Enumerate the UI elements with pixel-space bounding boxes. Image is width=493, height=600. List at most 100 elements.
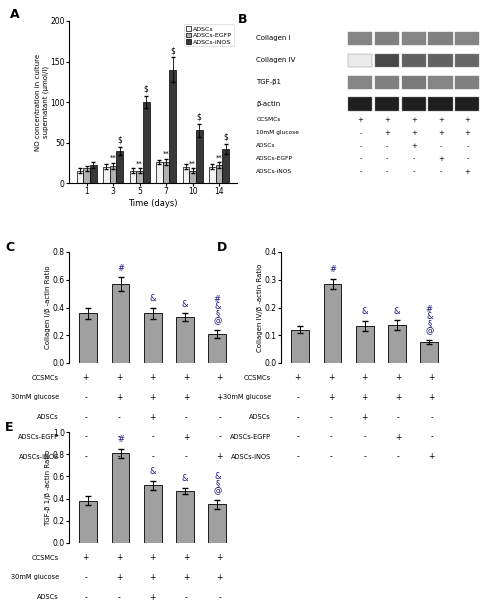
Text: **: **	[216, 154, 222, 160]
Text: &: &	[214, 472, 220, 481]
Text: +: +	[464, 117, 470, 123]
Text: -: -	[118, 452, 121, 461]
Text: +: +	[384, 117, 390, 123]
Text: +: +	[328, 393, 334, 402]
Y-axis label: Collagen I/β -actin Ratio: Collagen I/β -actin Ratio	[45, 266, 51, 349]
Text: #: #	[117, 263, 124, 272]
Text: #: #	[117, 435, 124, 444]
Text: &: &	[426, 312, 432, 321]
Text: +: +	[217, 393, 223, 402]
Bar	[388, 325, 406, 363]
Bar	[130, 171, 136, 183]
Text: +: +	[429, 393, 435, 402]
Text: +: +	[395, 433, 401, 442]
Text: -: -	[296, 413, 299, 422]
Text: +: +	[183, 373, 189, 382]
Text: &: &	[394, 307, 400, 316]
Bar	[116, 151, 123, 183]
Text: Collagen I: Collagen I	[256, 35, 291, 41]
Text: +: +	[217, 373, 223, 382]
Text: -: -	[330, 452, 333, 461]
Text: +: +	[150, 593, 156, 600]
Bar	[170, 70, 176, 183]
Legend: ADSCs, ADSCs-EGFP, ADSCs-iNOS: ADSCs, ADSCs-EGFP, ADSCs-iNOS	[184, 24, 234, 46]
Text: +: +	[429, 373, 435, 382]
Text: -: -	[296, 433, 299, 442]
Bar	[324, 284, 342, 363]
Text: #: #	[214, 295, 221, 304]
Text: C: C	[5, 241, 14, 254]
Bar	[76, 171, 83, 183]
Bar	[176, 317, 194, 363]
Text: -: -	[84, 573, 87, 582]
Bar	[428, 76, 453, 89]
Text: -: -	[330, 433, 333, 442]
Text: CCSMCs: CCSMCs	[256, 118, 281, 122]
Text: +: +	[362, 413, 368, 422]
Text: +: +	[116, 373, 122, 382]
Text: -: -	[466, 156, 469, 162]
Bar	[182, 167, 189, 183]
Text: -: -	[185, 593, 188, 600]
Bar	[455, 97, 479, 110]
Text: -: -	[363, 452, 366, 461]
Text: &: &	[149, 294, 156, 303]
Bar	[348, 76, 372, 89]
Text: ADSCs-iNOS: ADSCs-iNOS	[256, 169, 292, 174]
Text: $: $	[197, 112, 202, 121]
Bar	[209, 504, 226, 543]
Text: -: -	[359, 169, 362, 175]
Bar	[348, 97, 372, 110]
Text: -: -	[386, 169, 388, 175]
Text: +: +	[116, 573, 122, 582]
Bar	[348, 54, 372, 67]
Bar	[455, 54, 479, 67]
Text: 30mM glucose: 30mM glucose	[11, 395, 59, 401]
Text: $: $	[223, 133, 228, 142]
Text: A: A	[10, 8, 20, 21]
Text: -: -	[218, 593, 221, 600]
Text: -: -	[466, 143, 469, 149]
Text: -: -	[84, 452, 87, 461]
Text: &: &	[182, 474, 188, 483]
Bar	[356, 326, 374, 363]
Text: -: -	[84, 413, 87, 422]
Text: #: #	[426, 305, 433, 314]
Bar	[428, 32, 453, 45]
Bar	[143, 102, 149, 183]
Text: -: -	[118, 413, 121, 422]
Text: +: +	[362, 393, 368, 402]
Y-axis label: Collagen IV/β -actin Ratio: Collagen IV/β -actin Ratio	[257, 263, 263, 352]
Text: -: -	[413, 156, 415, 162]
Bar	[209, 167, 216, 183]
Text: $: $	[144, 84, 149, 93]
Text: +: +	[83, 373, 89, 382]
Text: +: +	[411, 117, 417, 123]
Bar	[83, 169, 90, 183]
Text: **: **	[189, 161, 196, 167]
Bar	[144, 485, 162, 543]
Text: +: +	[183, 573, 189, 582]
Text: ADSCs-EGFP: ADSCs-EGFP	[230, 434, 271, 440]
Text: +: +	[217, 553, 223, 562]
Text: ADSCs: ADSCs	[249, 414, 271, 420]
Text: -: -	[151, 452, 154, 461]
Text: CCSMCs: CCSMCs	[32, 554, 59, 560]
Y-axis label: TGF-β 1/β -actin Ratio: TGF-β 1/β -actin Ratio	[45, 449, 51, 526]
Text: -: -	[439, 143, 442, 149]
Text: D: D	[217, 241, 228, 254]
Bar	[79, 313, 97, 363]
Text: +: +	[83, 553, 89, 562]
Text: 10mM glucose: 10mM glucose	[256, 130, 299, 135]
Text: +: +	[150, 573, 156, 582]
Bar	[375, 97, 399, 110]
Text: #: #	[329, 265, 336, 274]
Text: ADSCs: ADSCs	[256, 143, 276, 148]
Text: &: &	[214, 302, 220, 311]
Text: +: +	[328, 373, 334, 382]
Bar	[209, 334, 226, 363]
Text: &: &	[149, 467, 156, 476]
Text: B: B	[238, 13, 247, 26]
Text: §: §	[215, 309, 219, 318]
Bar	[144, 313, 162, 363]
